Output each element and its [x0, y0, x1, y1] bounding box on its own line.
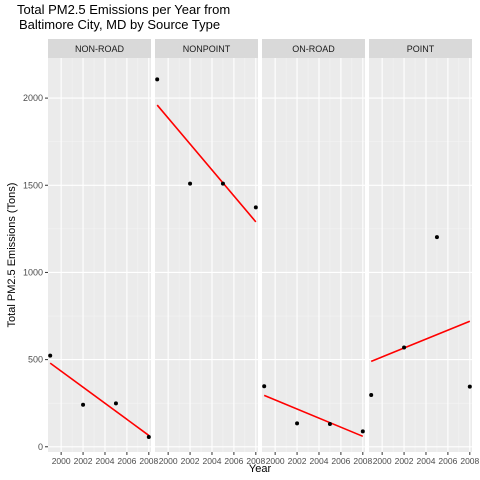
x-tick-label: 2008: [139, 456, 158, 466]
y-tick-label: 1500: [23, 180, 43, 190]
x-tick-label: 2004: [203, 456, 222, 466]
x-tick-label: 2000: [266, 456, 285, 466]
x-tick-label: 2004: [96, 456, 115, 466]
facet-strip: [48, 39, 151, 58]
trend-line: [370, 320, 471, 363]
trend-line: [156, 104, 257, 223]
x-tick-label: 2004: [417, 456, 436, 466]
data-point: [402, 345, 407, 350]
y-tick-label: 1000: [23, 267, 43, 277]
data-point: [253, 205, 258, 210]
x-tick-label: 2000: [373, 456, 392, 466]
facet-panel: [369, 58, 472, 452]
x-tick-label: 2002: [288, 456, 307, 466]
x-tick-label: 2006: [438, 456, 457, 466]
x-tick-label: 2006: [117, 456, 136, 466]
y-tick-label: 0: [38, 442, 43, 452]
x-tick-label: 2008: [246, 456, 265, 466]
data-point: [295, 421, 300, 426]
x-tick-label: 2004: [310, 456, 329, 466]
data-point: [81, 402, 86, 407]
x-tick-label: 2002: [395, 456, 414, 466]
data-point: [262, 384, 267, 389]
facet-panel: [48, 58, 151, 452]
data-point: [188, 181, 193, 186]
data-point: [434, 235, 439, 240]
facet-strip: [155, 39, 258, 58]
facet-panel: [155, 58, 258, 452]
facet-strip-label: NONPOINT: [183, 44, 231, 54]
facet-strip: [262, 39, 365, 58]
chart-title-line-2: Baltimore City, MD by Source Type: [19, 17, 221, 32]
facet-strip-label: ON-ROAD: [292, 44, 335, 54]
facet-panel: [262, 58, 365, 452]
trend-line: [263, 394, 364, 438]
data-point: [327, 422, 332, 427]
x-tick-label: 2008: [353, 456, 372, 466]
data-point: [113, 401, 118, 406]
y-tick-label: 2000: [23, 93, 43, 103]
x-tick-label: 2002: [74, 456, 93, 466]
facet-strip: [369, 39, 472, 58]
x-tick-label: 2002: [181, 456, 200, 466]
y-axis-title: Total PM2.5 Emissions (Tons): [6, 183, 18, 328]
facet-strip-label: NON-ROAD: [75, 44, 124, 54]
chart-title-line-1: Total PM2.5 Emissions per Year from: [17, 2, 231, 17]
trend-line: [49, 362, 150, 437]
data-point: [369, 393, 374, 398]
data-point: [155, 77, 160, 82]
data-point: [220, 181, 225, 186]
x-tick-label: 2000: [159, 456, 178, 466]
x-axis-title: Year: [249, 463, 272, 475]
x-tick-label: 2006: [224, 456, 243, 466]
y-tick-label: 500: [28, 355, 43, 365]
data-point: [146, 435, 151, 440]
x-tick-label: 2000: [52, 456, 71, 466]
data-point: [48, 353, 53, 358]
data-point: [360, 429, 365, 434]
x-tick-label: 2006: [331, 456, 350, 466]
data-point: [467, 384, 472, 389]
facet-strip-label: POINT: [407, 44, 435, 54]
x-tick-label: 2008: [460, 456, 479, 466]
